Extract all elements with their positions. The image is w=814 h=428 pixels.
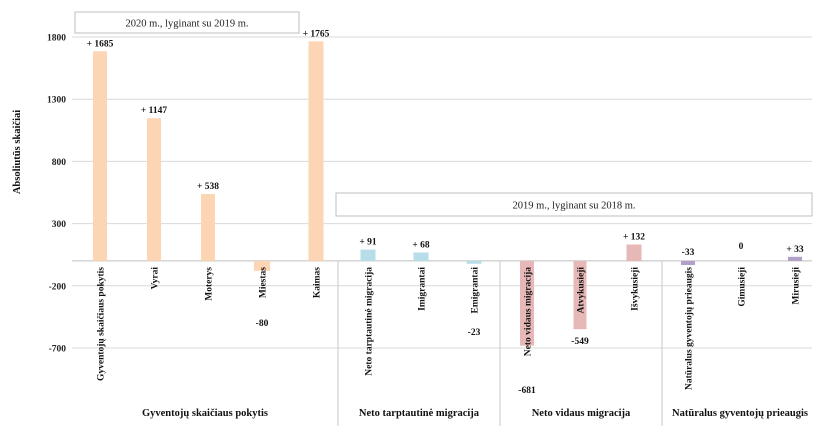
data-label: + 68 bbox=[412, 240, 430, 250]
category-label: Imigrantai bbox=[418, 267, 428, 311]
labels: 1800 1300 800 300 -200 -700 + 1685 Gyventojų sk… bbox=[12, 11, 813, 419]
bar bbox=[308, 41, 324, 261]
category-label: Neto vidaus migracija bbox=[524, 267, 534, 356]
category-label: Mirusieji bbox=[792, 267, 802, 305]
category-label: Vyrai bbox=[151, 267, 161, 290]
data-label: -681 bbox=[518, 386, 536, 396]
bar bbox=[147, 118, 161, 261]
y-tick-label: 800 bbox=[52, 158, 67, 168]
y-tick-label: -700 bbox=[49, 345, 67, 355]
bar bbox=[93, 51, 107, 261]
category-label: Miestas bbox=[259, 267, 269, 298]
group-label: Neto tarptautinė migracija bbox=[359, 408, 480, 419]
category-label: Išvykusieji bbox=[631, 267, 641, 311]
category-label: Gyventojų skaičiaus pokytis bbox=[97, 267, 107, 381]
data-label: + 1685 bbox=[87, 39, 114, 49]
data-label: + 132 bbox=[623, 232, 645, 242]
bar bbox=[788, 256, 802, 261]
bar bbox=[626, 244, 642, 261]
data-label: + 1765 bbox=[303, 29, 330, 39]
bar bbox=[413, 252, 429, 261]
data-label: -23 bbox=[468, 328, 481, 338]
category-label: Kaimas bbox=[313, 267, 323, 298]
y-tick-label: 300 bbox=[52, 220, 67, 230]
bars bbox=[93, 41, 802, 346]
data-label: + 1147 bbox=[141, 106, 168, 116]
bar bbox=[254, 260, 270, 271]
bar bbox=[466, 260, 482, 264]
group-label: Neto vidaus migracija bbox=[532, 408, 631, 419]
data-label: -80 bbox=[256, 319, 269, 329]
data-label: -33 bbox=[682, 248, 695, 258]
bar bbox=[201, 193, 215, 261]
bar bbox=[520, 260, 534, 346]
y-tick-label: 1300 bbox=[47, 96, 66, 106]
category-label: Emigrantai bbox=[471, 267, 481, 314]
category-label: Gimusieji bbox=[738, 267, 748, 307]
y-axis-title: Absoliutūs skaičiai bbox=[12, 110, 23, 194]
data-label: 0 bbox=[739, 242, 744, 252]
group-label: Gyventojų skaičiaus pokytis bbox=[142, 408, 268, 419]
category-label: Neto tarptautinė migracija bbox=[365, 267, 375, 376]
data-label: + 538 bbox=[197, 182, 219, 192]
annotation-text: 2019 m., lyginant su 2018 m. bbox=[512, 201, 635, 212]
annotation-text: 2020 m., lyginant su 2019 m. bbox=[125, 19, 248, 30]
bar bbox=[681, 260, 695, 266]
y-tick-label: 1800 bbox=[47, 34, 66, 44]
category-label: Natūralus gyventojų prieaugis bbox=[685, 267, 695, 390]
annotation-box bbox=[74, 11, 300, 34]
data-label: + 33 bbox=[786, 245, 804, 255]
data-label: -549 bbox=[571, 337, 589, 347]
y-tick-label: -200 bbox=[49, 282, 67, 292]
bar bbox=[360, 249, 376, 261]
bar bbox=[573, 260, 587, 330]
grid-lines bbox=[72, 36, 812, 426]
group-label: Natūralus gyventojų prieaugis bbox=[672, 408, 808, 419]
data-label: + 91 bbox=[359, 238, 377, 248]
annotation-box bbox=[335, 192, 813, 217]
category-label: Moterys bbox=[205, 267, 215, 301]
category-label: Atvykusieji bbox=[577, 267, 587, 314]
